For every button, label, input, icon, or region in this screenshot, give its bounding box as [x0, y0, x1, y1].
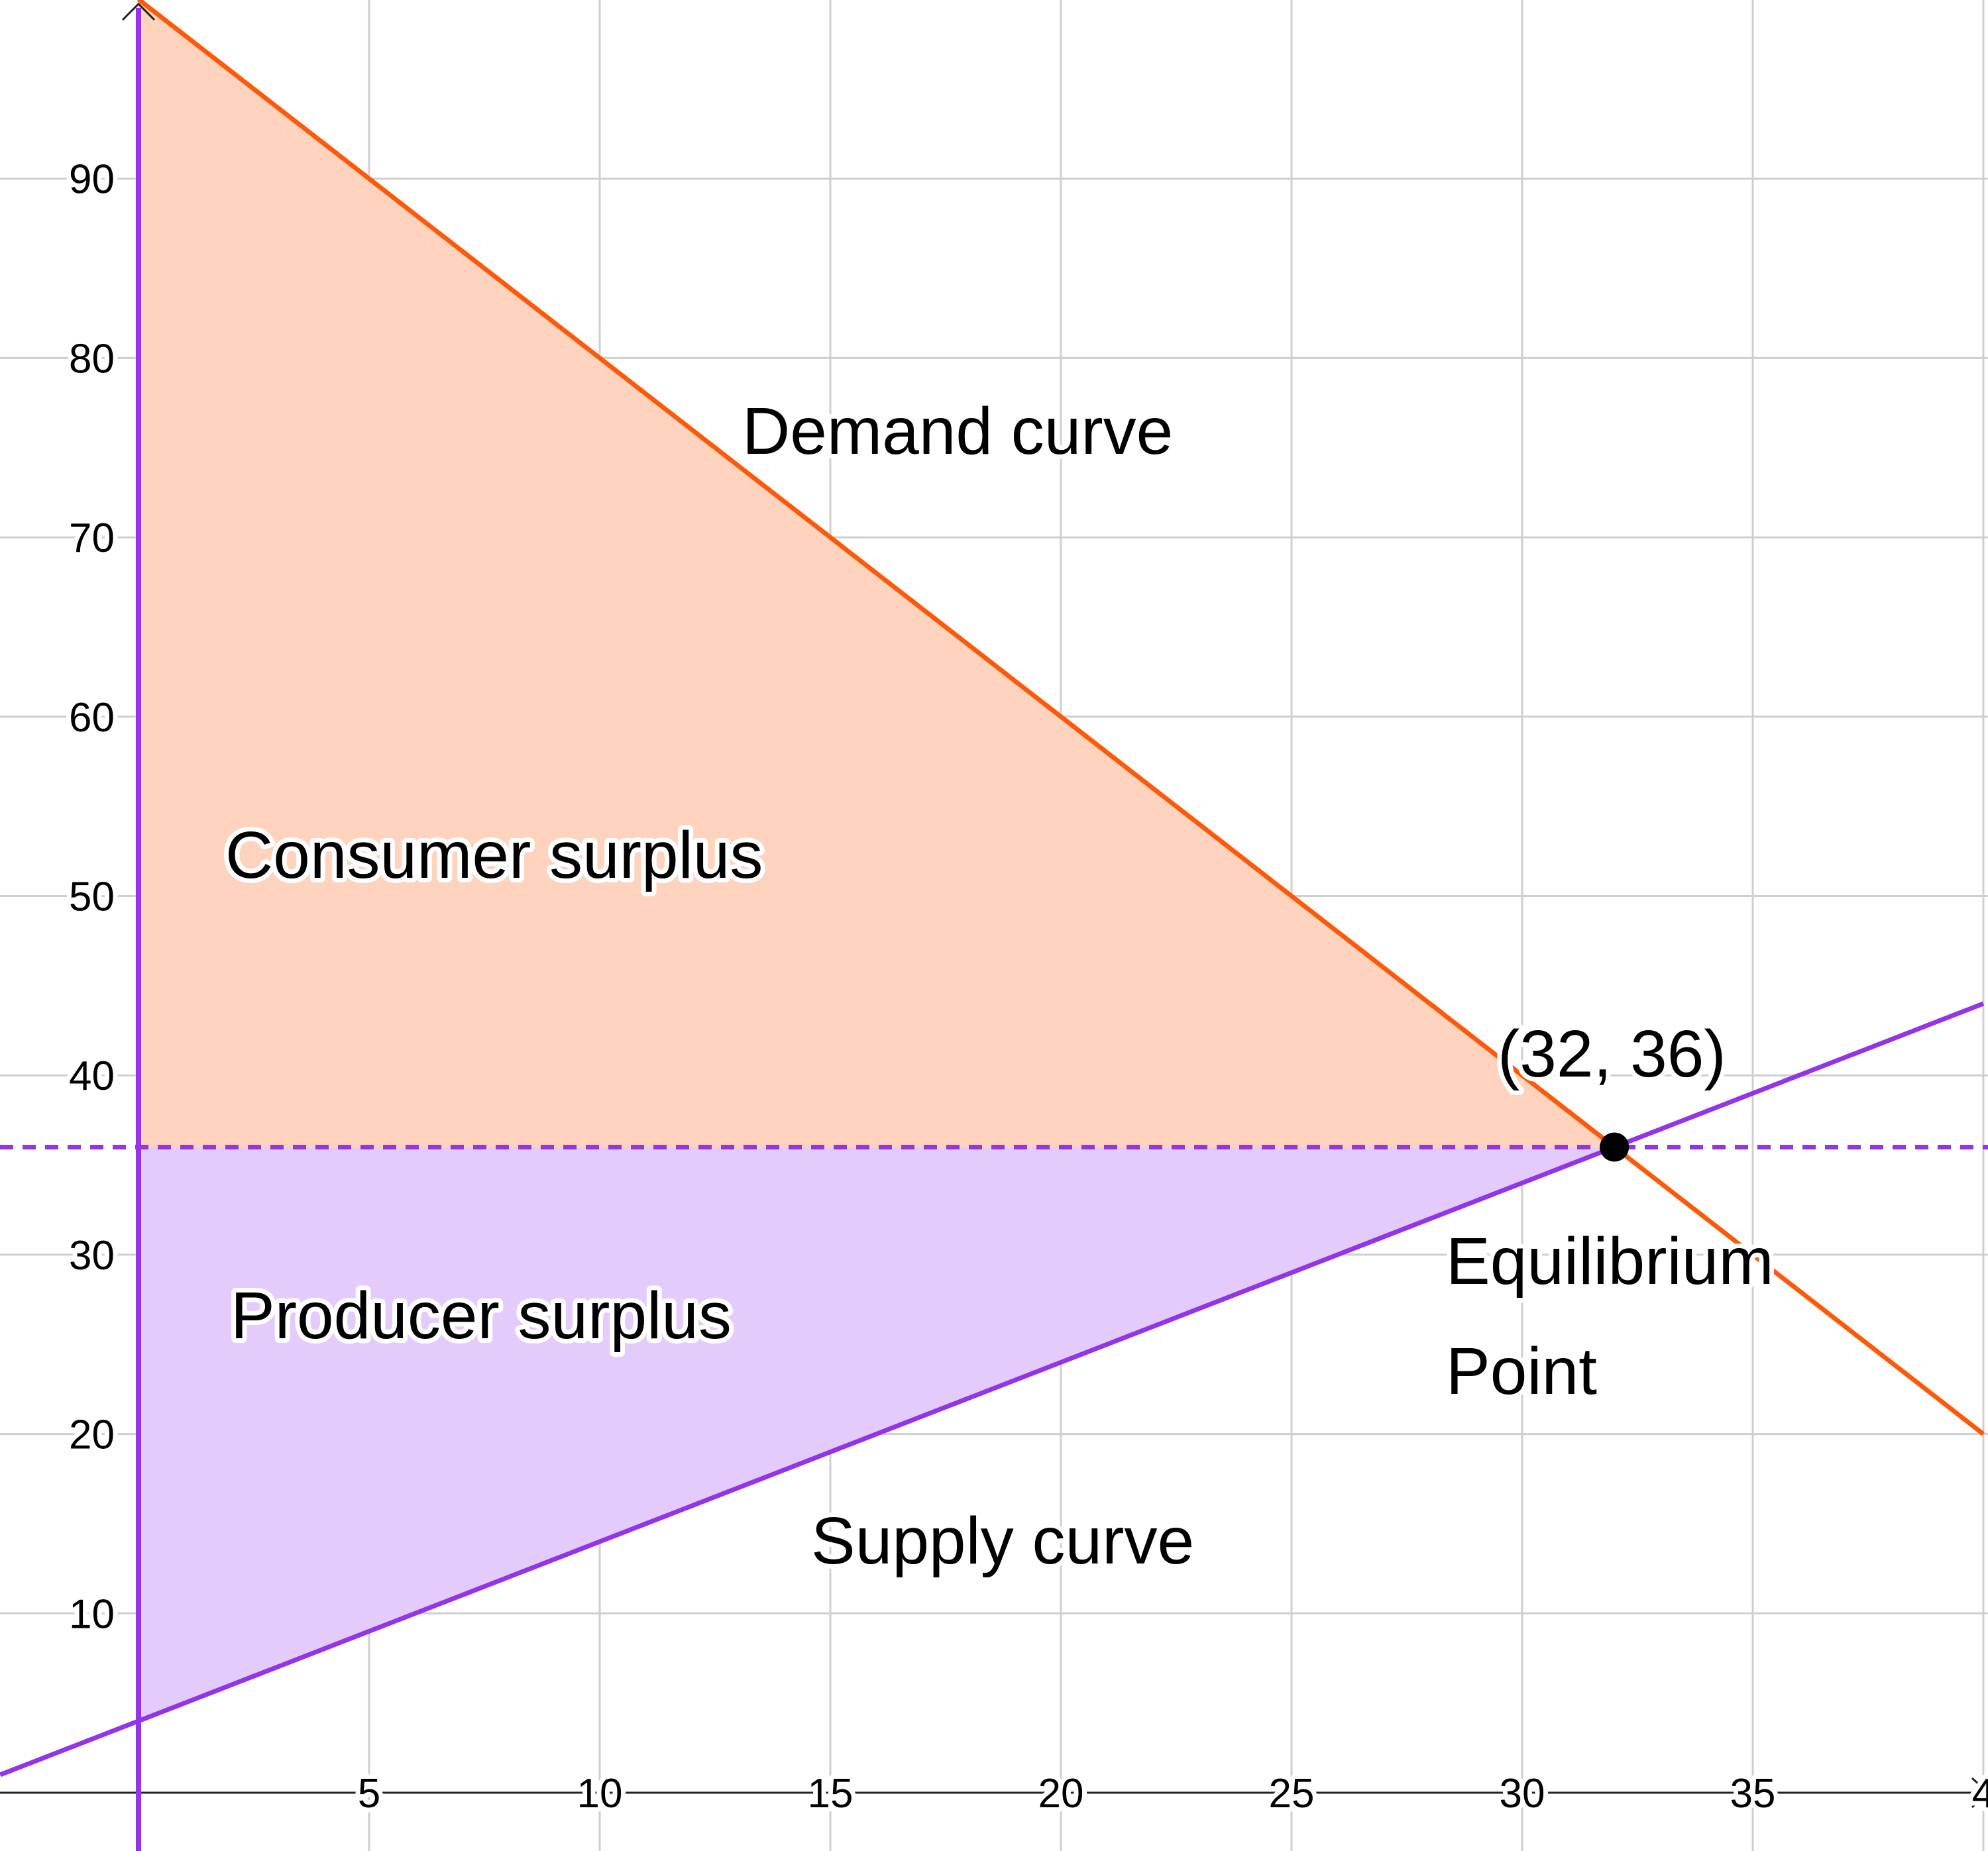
y-tick-label-6: 70	[69, 515, 115, 561]
x-tick-label-2: 15	[808, 1771, 854, 1817]
equilibrium-label-line2: Point	[1446, 1334, 1597, 1408]
x-tick-label-3: 20	[1038, 1771, 1084, 1817]
y-tick-label-0: 10	[69, 1591, 115, 1637]
x-tick-label-0: 5	[358, 1771, 380, 1817]
tick-labels: 5 10 15 20 25 30 35 4 10 20 30 40 50 60 70 80 90	[64, 152, 1988, 1821]
x-tick-label-4: 25	[1269, 1771, 1315, 1817]
demand-curve-label: Demand curve	[742, 394, 1173, 468]
equilibrium-label-line1: Equilibrium	[1446, 1224, 1774, 1298]
supply-curve-line	[0, 1001, 1985, 1777]
y-tick-label-4: 50	[69, 874, 115, 920]
x-tick-label-7: 4	[1972, 1771, 1988, 1817]
y-axis-arrow	[121, 2, 156, 21]
demand-curve-line	[137, 0, 1985, 1436]
y-tick-label-7: 80	[69, 336, 115, 382]
x-tick-label-5: 30	[1500, 1771, 1545, 1817]
x-axis-arrow	[1971, 1777, 1988, 1809]
x-tick-label-6: 35	[1730, 1771, 1776, 1817]
supply-curve-label: Supply curve	[811, 1504, 1194, 1578]
y-tick-label-3: 40	[69, 1053, 115, 1099]
y-tick-label-8: 90	[69, 157, 115, 203]
producer-surplus-label: Producer surplus	[231, 1279, 732, 1353]
y-tick-label-5: 60	[69, 695, 115, 741]
y-tick-label-1: 20	[69, 1412, 115, 1458]
equilibrium-coordinates-label: (32, 36)	[1498, 1017, 1726, 1091]
x-tick-label-1: 10	[577, 1771, 623, 1817]
y-tick-label-2: 30	[69, 1233, 115, 1279]
equilibrium-point	[1600, 1132, 1629, 1162]
consumer-surplus-label: Consumer surplus	[225, 818, 763, 892]
